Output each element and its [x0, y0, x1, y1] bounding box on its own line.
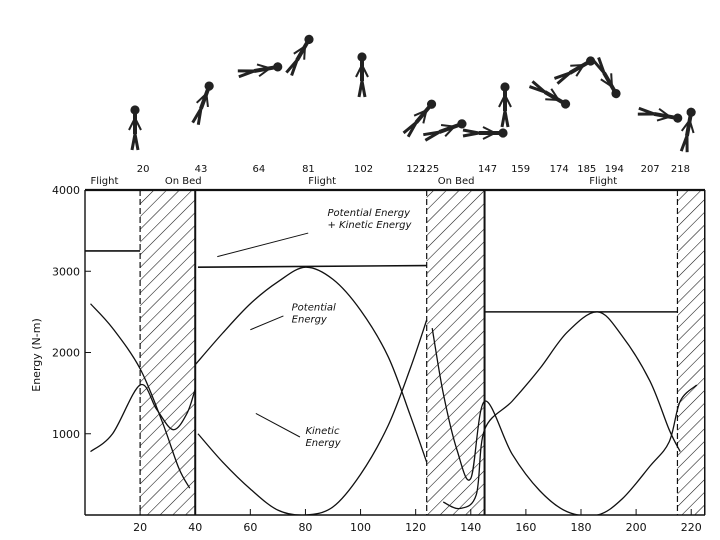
frame-number: 207	[641, 164, 660, 175]
frame-number: 218	[671, 164, 690, 175]
gymnast-figure	[285, 34, 314, 77]
gymnast-figure	[679, 107, 696, 153]
gymnast-figure	[355, 52, 369, 98]
phase-label: Flight	[589, 176, 617, 187]
kinetic-energy-line-segment-1	[90, 383, 196, 453]
frame-number: 102	[354, 164, 373, 175]
bed-contact-regions	[139, 190, 705, 515]
chart-annotation: Energy	[305, 438, 341, 449]
series-layer	[85, 250, 698, 515]
gymnast-figure	[637, 106, 683, 123]
kinetic-energy-line-segment-2	[197, 319, 428, 515]
x-tick-label: 60	[243, 521, 257, 534]
x-tick-label: 200	[626, 521, 647, 534]
gymnast-figure	[553, 56, 596, 85]
x-tick-label: 180	[571, 521, 592, 534]
chart-annotation: + Kinetic Energy	[327, 220, 412, 231]
frame-number: 185	[577, 164, 596, 175]
x-tick-label: 220	[681, 521, 702, 534]
potential-energy-leader-line	[250, 315, 284, 331]
gymnast-figure	[498, 82, 512, 128]
frame-number: 81	[302, 164, 315, 175]
y-axis: 1000 2000 3000 4000	[52, 184, 91, 441]
y-tick-label: 2000	[52, 347, 80, 360]
chart-annotation: Kinetic	[305, 426, 340, 437]
x-tick-label: 160	[515, 521, 536, 534]
frame-number: 64	[252, 164, 265, 175]
gymnast-figure	[191, 81, 214, 125]
bed-contact-region-1	[140, 190, 196, 515]
gymnast-figure	[423, 119, 467, 142]
frame-number: 194	[605, 164, 624, 175]
frame-number: 43	[195, 164, 208, 175]
potential-energy-line-segment-3	[442, 311, 681, 510]
chart-annotation: Potential	[292, 302, 336, 313]
gymnast-figure	[592, 56, 621, 99]
gymnast-figure	[128, 105, 142, 151]
x-tick-label: 20	[133, 521, 147, 534]
gymnast-figure	[462, 126, 508, 140]
y-tick-label: 4000	[52, 184, 80, 197]
y-axis-label: Energy (N-m)	[30, 318, 43, 392]
frame-number: 20	[137, 164, 150, 175]
gymnast-figure	[402, 99, 437, 138]
kinetic-energy-line-segment-3	[431, 328, 698, 515]
frame-number: 159	[511, 164, 530, 175]
bed-contact-region-2	[426, 190, 485, 515]
x-tick-label: 140	[460, 521, 481, 534]
x-axis: 20 40 60 80 100 120 140 160 180 200 220	[133, 509, 702, 534]
total-energy-line-segment-2	[197, 264, 427, 268]
phase-label-row: Flight On Bed Flight On Bed Flight	[91, 176, 618, 187]
bed-contact-region-3	[677, 190, 705, 515]
phase-label: On Bed	[438, 176, 475, 187]
frame-number: 174	[550, 164, 569, 175]
frame-number: 147	[478, 164, 497, 175]
potential-energy-line-segment-1	[90, 303, 191, 489]
total-energy-leader-line	[217, 232, 309, 258]
x-tick-label: 80	[298, 521, 312, 534]
kinetic-energy-leader-line	[255, 412, 301, 438]
x-tick-label: 100	[350, 521, 371, 534]
gymnast-figure	[237, 62, 283, 79]
chart-annotation: Potential Energy	[327, 208, 411, 219]
chart-annotation: Energy	[292, 314, 328, 325]
phase-label: Flight	[91, 176, 119, 187]
x-tick-label: 120	[405, 521, 426, 534]
y-tick-label: 3000	[52, 265, 80, 278]
potential-energy-line-segment-2	[194, 266, 428, 463]
y-tick-label: 1000	[52, 428, 80, 441]
phase-label: On Bed	[165, 176, 202, 187]
gymnast-silhouettes	[128, 34, 696, 153]
gymnast-figure	[528, 80, 571, 109]
annotation-layer: Potential Energy+ Kinetic EnergyPotentia…	[217, 208, 413, 449]
x-tick-label: 40	[188, 521, 202, 534]
frame-number: 122	[406, 164, 425, 175]
phase-label: Flight	[308, 176, 336, 187]
frame-number: 125	[420, 164, 439, 175]
